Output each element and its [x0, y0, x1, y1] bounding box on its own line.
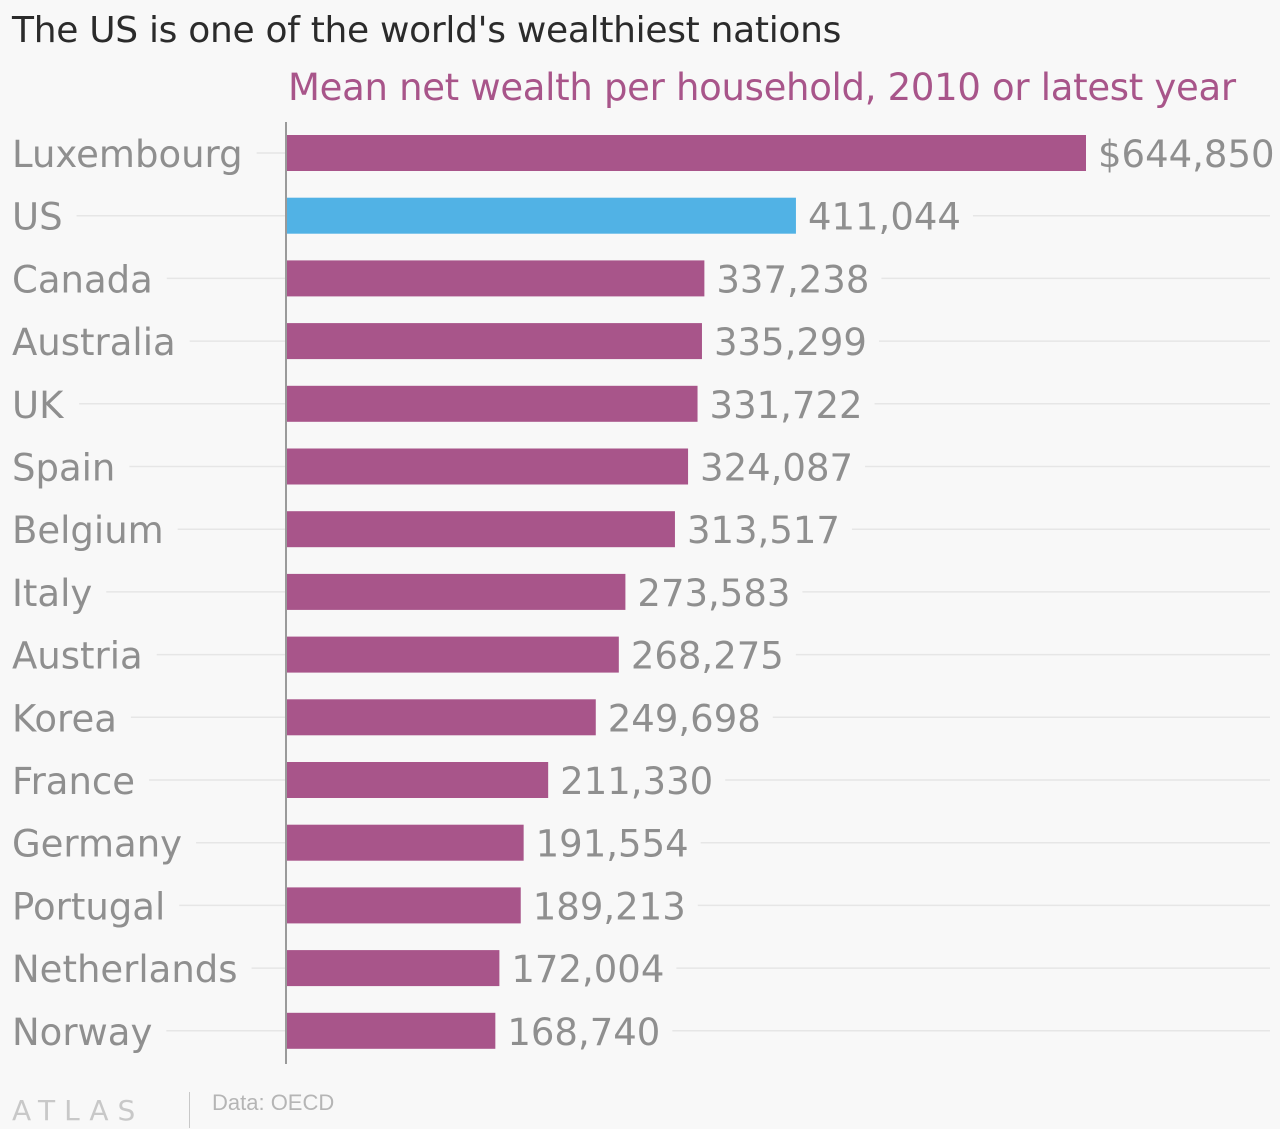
category-label: Norway [12, 1011, 152, 1054]
category-label: Canada [12, 258, 153, 301]
category-label: Spain [12, 447, 115, 490]
atlas-logo: ATLAS [12, 1094, 145, 1127]
bar [286, 887, 521, 924]
value-label: 411,044 [808, 196, 961, 239]
bar [286, 824, 524, 861]
chart-title: The US is one of the world's wealthiest … [12, 10, 842, 51]
category-label: Italy [12, 572, 92, 615]
value-label: 189,213 [533, 885, 686, 928]
value-label: 191,554 [536, 823, 689, 866]
bar [286, 385, 698, 422]
category-label: UK [12, 384, 65, 427]
value-label: 335,299 [714, 321, 867, 364]
value-label: 211,330 [560, 760, 713, 803]
value-label: $644,850 [1098, 133, 1275, 176]
category-label: Portugal [12, 885, 165, 928]
bar [286, 260, 705, 297]
chart-subtitle: Mean net wealth per household, 2010 or l… [288, 66, 1236, 109]
bar [286, 950, 500, 987]
value-label: 337,238 [716, 258, 869, 301]
bar [286, 699, 596, 736]
value-label: 313,517 [687, 509, 840, 552]
source-note: Data: OECD [212, 1090, 335, 1115]
bar [286, 448, 689, 485]
bar [286, 197, 796, 234]
bar [286, 323, 702, 360]
category-label: Austria [12, 635, 143, 678]
value-label: 172,004 [511, 948, 664, 991]
category-label: US [12, 196, 63, 239]
category-label: Germany [12, 823, 182, 866]
bar [286, 511, 675, 548]
bar [286, 135, 1086, 171]
bar [286, 573, 626, 610]
category-label: Australia [12, 321, 176, 364]
value-label: 331,722 [710, 384, 863, 427]
category-label: Korea [12, 697, 117, 740]
bar [286, 1012, 496, 1049]
footer-divider [189, 1092, 190, 1128]
value-label: 268,275 [631, 635, 784, 678]
bar-chart: Luxembourg $644,850 US 411,044 Canada 337,238… [12, 122, 1275, 1064]
bar [286, 636, 619, 673]
bar [286, 762, 549, 798]
category-label: Netherlands [12, 948, 238, 991]
category-label: France [12, 760, 135, 803]
value-label: 273,583 [637, 572, 790, 615]
value-label: 249,698 [608, 697, 761, 740]
value-label: 168,740 [507, 1011, 660, 1054]
category-label: Luxembourg [12, 133, 243, 176]
category-label: Belgium [12, 509, 164, 552]
value-label: 324,087 [700, 447, 853, 490]
